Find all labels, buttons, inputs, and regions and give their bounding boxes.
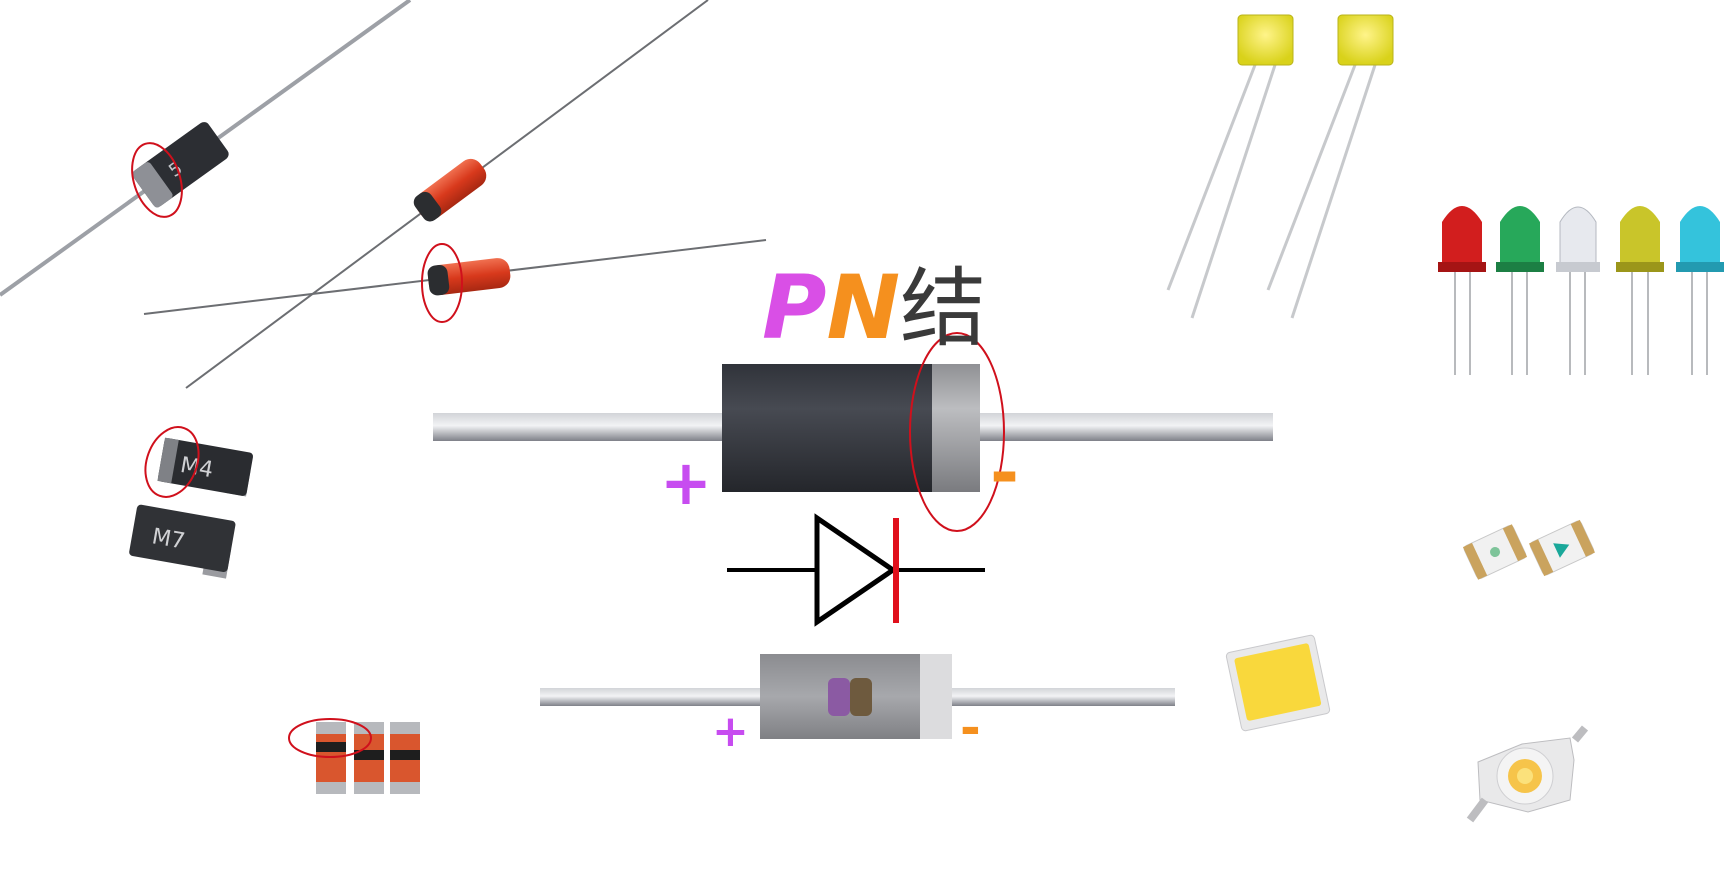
diode-schematic-symbol bbox=[727, 513, 985, 627]
led-yellow bbox=[1616, 206, 1664, 375]
annotation-circle-5 bbox=[288, 718, 372, 758]
large-diode-cathode-band bbox=[932, 364, 980, 492]
anode-plus-sign-small: + bbox=[712, 706, 749, 757]
large-axial-diode bbox=[433, 364, 1273, 492]
anode-plus-sign-large: + bbox=[660, 446, 712, 519]
smd-diode-m4: M4 bbox=[157, 437, 254, 497]
round-leds bbox=[1438, 206, 1724, 375]
led-green bbox=[1496, 206, 1544, 375]
smd-diode-m7: M7 bbox=[129, 504, 236, 579]
annotation-circles bbox=[131, 142, 1005, 758]
power-led bbox=[1466, 725, 1589, 823]
led-white bbox=[1556, 206, 1600, 375]
annotation-circle-4 bbox=[909, 332, 1005, 532]
led-red bbox=[1438, 206, 1486, 375]
smd-marking-m7: M7 bbox=[150, 524, 187, 554]
annotation-circle-1 bbox=[131, 142, 183, 218]
axial-diode-glass-1 bbox=[185, 0, 709, 389]
annotation-circle-2 bbox=[421, 243, 463, 323]
annotation-circle-3 bbox=[144, 426, 200, 498]
led-cyan bbox=[1676, 206, 1724, 375]
cathode-minus-sign-small: - bbox=[960, 699, 981, 757]
smd-led-square bbox=[1225, 634, 1331, 732]
cathode-minus-sign-large: - bbox=[990, 432, 1020, 514]
glass-diode-cross-section bbox=[540, 654, 1175, 739]
n-region bbox=[850, 678, 872, 716]
smd-leds bbox=[1462, 519, 1595, 580]
pn-junction-title: PN结 bbox=[762, 256, 987, 360]
p-region bbox=[828, 678, 850, 716]
title-p: P bbox=[762, 256, 827, 359]
axial-diode-black-1n4007: 5 bbox=[0, 0, 412, 297]
melf-diodes bbox=[316, 722, 420, 794]
axial-diode-glass-2 bbox=[143, 239, 767, 315]
title-n: N bbox=[826, 256, 901, 359]
large-diode-body-p bbox=[722, 364, 932, 492]
title-jie: 结 bbox=[900, 259, 987, 359]
square-leds-yellow bbox=[1166, 14, 1394, 319]
